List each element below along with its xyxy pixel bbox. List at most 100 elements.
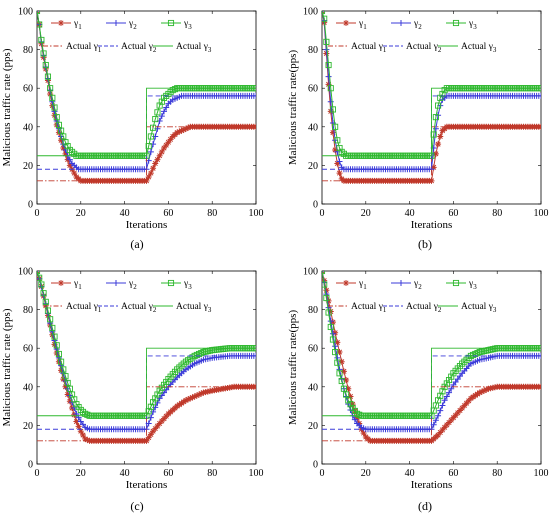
legend-marker-2	[167, 279, 175, 287]
x-tick-label: 100	[534, 208, 549, 219]
series-point-1	[441, 397, 448, 404]
series-point-2	[150, 124, 157, 131]
legend-label-1: γ2	[413, 19, 422, 31]
legend: γ1 γ2 γ3 Actual γ1 Actual γ2 Actual γ3	[43, 279, 212, 314]
legend-marker-1	[113, 280, 119, 286]
series-point-0	[167, 136, 174, 143]
series-point-2	[44, 73, 51, 80]
series-point-2	[38, 281, 45, 288]
series-point-2	[338, 377, 345, 385]
series-point-0	[174, 129, 181, 136]
series-point-2	[435, 102, 442, 109]
series-point-2	[327, 323, 334, 331]
x-tick-label: 60	[163, 208, 173, 219]
series-point-0	[435, 432, 442, 439]
series-point-0	[182, 125, 189, 132]
series-point-0	[336, 349, 343, 356]
series-point-0	[156, 152, 163, 159]
series-point-2	[58, 358, 65, 365]
series-point-2	[37, 11, 41, 15]
series-point-0	[152, 425, 159, 432]
series-point-2	[332, 349, 339, 356]
series-point-0	[178, 400, 185, 407]
series-point-0	[432, 150, 439, 157]
series-point-0	[82, 435, 89, 442]
series-point-1	[66, 156, 73, 163]
series-point-0	[329, 319, 336, 326]
series-point-0	[454, 409, 461, 416]
legend: γ1 γ2 γ3 Actual γ1 Actual γ2 Actual γ3	[328, 279, 497, 314]
series-point-1	[432, 125, 439, 132]
legend-marker-2	[452, 19, 460, 27]
y-axis-label: Malicious traffic rate(pps)	[287, 310, 299, 426]
series-point-0	[75, 423, 82, 430]
y-tick-label: 60	[308, 344, 318, 355]
series-point-0	[437, 133, 444, 140]
axes-frame	[321, 270, 542, 465]
x-tick-label: 80	[207, 208, 217, 219]
y-tick-label: 40	[308, 122, 318, 133]
series-point-0	[470, 393, 477, 400]
x-axis-label: Iterations	[411, 479, 453, 491]
series-point-2	[37, 271, 41, 275]
series-point-2	[340, 385, 347, 392]
series-line-2	[37, 11, 256, 157]
y-tick-label: 20	[308, 421, 318, 432]
legend-label-0: γ1	[73, 279, 82, 291]
series-point-1	[161, 108, 168, 115]
x-tick-label: 20	[361, 208, 371, 219]
series-point-0	[189, 394, 196, 401]
legend-label-2: γ3	[183, 279, 192, 291]
series-line-5	[322, 87, 541, 157]
series-point-0	[334, 160, 341, 167]
y-tick-label: 80	[308, 305, 318, 316]
series-point-0	[340, 368, 347, 375]
series-point-2	[51, 333, 58, 340]
series-point-0	[158, 148, 165, 155]
series-point-1	[325, 73, 332, 80]
series-point-0	[178, 127, 185, 134]
legend-label-5: Actual γ3	[461, 302, 497, 314]
legend-marker-0	[343, 20, 349, 26]
series-point-0	[152, 160, 159, 167]
series-point-0	[191, 393, 198, 400]
series-point-0	[161, 145, 168, 152]
legend-marker-1	[398, 20, 404, 26]
series-point-0	[58, 137, 65, 144]
series-point-1	[332, 343, 339, 350]
series-point-1	[448, 385, 455, 392]
series-point-0	[73, 418, 80, 425]
series-point-0	[483, 386, 490, 393]
legend-label-0: γ1	[358, 19, 367, 31]
series-point-0	[435, 141, 442, 148]
series-line-5	[37, 347, 256, 417]
series-point-0	[448, 417, 455, 424]
series-point-0	[443, 421, 450, 428]
series-point-2	[343, 391, 350, 398]
legend-label-3: Actual γ1	[66, 42, 102, 54]
y-tick-label: 60	[308, 84, 318, 95]
legend-marker-0	[343, 280, 349, 286]
series-point-0	[180, 398, 187, 405]
series-point-0	[47, 90, 54, 97]
chart-panel-0: 0 20 40 60 80 100 0 20 40 60 80 100 Iterations Malici…	[1, 7, 264, 252]
series-point-2	[49, 324, 56, 331]
panel-label: (d)	[418, 499, 432, 513]
legend-label-5: Actual γ3	[176, 42, 212, 54]
legend-label-2: γ3	[468, 19, 477, 31]
series-point-0	[336, 170, 343, 177]
series-point-0	[71, 411, 78, 418]
series-point-0	[150, 428, 157, 435]
x-tick-label: 80	[207, 468, 217, 479]
legend-label-1: γ2	[128, 279, 137, 291]
series-point-2	[44, 307, 51, 314]
x-tick-label: 40	[405, 468, 415, 479]
panel-label: (a)	[130, 237, 143, 251]
series-point-0	[461, 402, 468, 409]
y-tick-label: 100	[303, 7, 318, 18]
series-point-2	[55, 121, 62, 128]
series-point-2	[329, 106, 337, 113]
y-axis-label: Malicious traffic rate (pps)	[1, 308, 13, 426]
y-tick-label: 80	[23, 45, 33, 56]
y-tick-label: 60	[23, 344, 33, 355]
